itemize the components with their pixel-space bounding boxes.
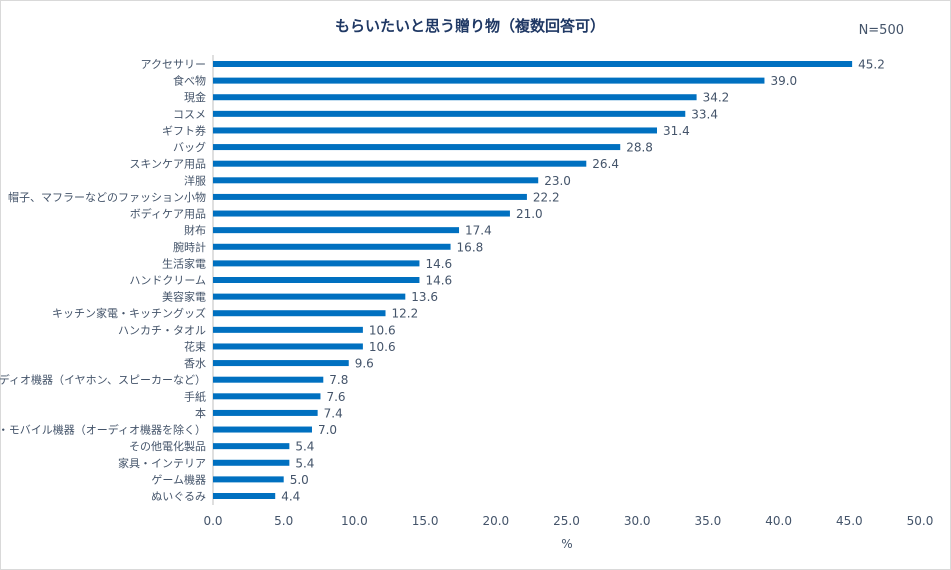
x-tick-label: 40.0 xyxy=(765,514,792,528)
category-label: ぬいぐるみ xyxy=(151,490,206,503)
x-tick-label: 15.0 xyxy=(412,514,439,528)
category-label: スキンケア用品 xyxy=(129,158,206,171)
category-label: 美容家電 xyxy=(162,290,206,304)
data-label: 9.6 xyxy=(355,357,374,371)
data-label: 14.6 xyxy=(425,257,452,271)
x-tick-label: 45.0 xyxy=(836,514,863,528)
category-label: 家具・インテリア xyxy=(118,456,206,470)
data-label: 7.6 xyxy=(326,390,345,404)
category-label: 食べ物 xyxy=(173,74,206,88)
data-label: 26.4 xyxy=(592,157,619,171)
data-label: 16.8 xyxy=(457,240,484,254)
data-label: 28.8 xyxy=(626,141,653,155)
x-tick-label: 0.0 xyxy=(203,514,222,528)
data-label: 22.2 xyxy=(533,190,560,204)
bar xyxy=(213,409,318,416)
data-label: 17.4 xyxy=(465,224,492,238)
category-label: 洋服 xyxy=(184,173,206,187)
bar xyxy=(213,293,406,300)
x-tick-label: 30.0 xyxy=(624,514,651,528)
x-tick-label: 50.0 xyxy=(907,514,934,528)
category-label: その他電化製品 xyxy=(129,439,206,453)
category-label: キッチン家電・キッチングッズ xyxy=(52,306,206,320)
category-label: ギフト券 xyxy=(162,123,206,137)
data-label: 10.6 xyxy=(369,323,396,337)
data-label: 45.2 xyxy=(858,58,885,72)
bar xyxy=(213,144,621,151)
data-label: 5.0 xyxy=(290,473,309,487)
category-label: 本 xyxy=(195,406,206,420)
data-label: 5.4 xyxy=(295,440,314,454)
bar xyxy=(213,277,420,283)
bar xyxy=(213,110,686,117)
x-tick-label: 10.0 xyxy=(341,514,368,528)
data-label: 34.2 xyxy=(703,91,730,105)
category-label: 生活家電 xyxy=(162,256,206,270)
bar xyxy=(213,443,290,450)
bar xyxy=(213,476,284,483)
category-label: ゲーム機器 xyxy=(151,472,206,486)
bar xyxy=(213,260,420,267)
data-label: 10.6 xyxy=(369,340,396,354)
data-label: 7.8 xyxy=(329,373,348,387)
bar xyxy=(213,326,363,333)
category-label: 現金 xyxy=(184,90,206,104)
category-label: ボディケア用品 xyxy=(130,207,206,221)
bar xyxy=(213,61,853,67)
category-label: PC・モバイル機器（オーディオ機器を除く） xyxy=(0,423,206,437)
bar xyxy=(213,310,386,317)
category-label: 手紙 xyxy=(184,389,206,403)
sample-size-annotation: N=500 xyxy=(859,23,904,38)
bar xyxy=(213,426,312,433)
bar xyxy=(213,459,290,466)
category-label: 財布 xyxy=(184,223,206,237)
bar xyxy=(213,127,657,134)
category-label: 腕時計 xyxy=(173,240,206,254)
data-label: 7.0 xyxy=(318,423,337,437)
category-label: オーディオ機器（イヤホン、スピーカーなど） xyxy=(0,373,206,387)
bar xyxy=(213,360,349,367)
x-tick-label: 25.0 xyxy=(553,514,580,528)
bar xyxy=(213,177,539,184)
category-label: ハンドクリーム xyxy=(129,274,206,287)
category-label: 帽子、マフラーなどのファッション小物 xyxy=(8,190,206,204)
data-label: 12.2 xyxy=(392,307,419,321)
chart-title: もらいたいと思う贈り物（複数回答可） xyxy=(335,17,605,35)
bar xyxy=(213,376,324,383)
bar xyxy=(213,343,363,350)
x-tick-label: 20.0 xyxy=(482,514,509,528)
data-label: 21.0 xyxy=(516,207,543,221)
x-axis-label: % xyxy=(561,537,572,551)
data-label: 7.4 xyxy=(324,406,343,420)
bar xyxy=(213,393,321,400)
data-label: 5.4 xyxy=(295,456,314,470)
bar xyxy=(213,193,527,200)
bar xyxy=(213,227,460,234)
bar xyxy=(213,160,587,167)
data-label: 14.6 xyxy=(425,274,452,288)
bar xyxy=(213,210,510,217)
data-label: 33.4 xyxy=(691,107,718,121)
category-label: コスメ xyxy=(173,108,206,121)
x-tick-label: 5.0 xyxy=(274,514,293,528)
x-tick-label: 35.0 xyxy=(695,514,722,528)
bar xyxy=(213,94,697,101)
data-label: 4.4 xyxy=(281,490,300,504)
data-label: 31.4 xyxy=(663,124,690,138)
data-label: 23.0 xyxy=(544,174,571,188)
category-label: 花束 xyxy=(184,340,206,353)
data-label: 13.6 xyxy=(411,290,438,304)
category-label: アクセサリー xyxy=(141,58,206,71)
bar xyxy=(213,493,276,499)
category-label: ハンカチ・タオル xyxy=(118,324,206,337)
category-label: 香水 xyxy=(184,357,206,370)
category-label: バッグ xyxy=(173,140,206,154)
bar xyxy=(213,77,765,84)
bar xyxy=(213,243,451,250)
data-label: 39.0 xyxy=(770,74,797,88)
